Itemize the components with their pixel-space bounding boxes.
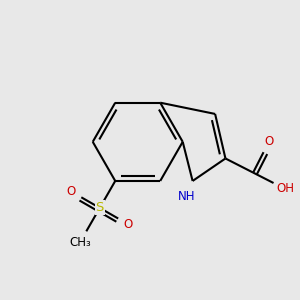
Text: O: O (67, 185, 76, 198)
Text: OH: OH (276, 182, 294, 196)
Text: NH: NH (178, 190, 196, 203)
Text: O: O (264, 136, 273, 148)
Text: CH₃: CH₃ (69, 236, 91, 249)
Text: S: S (96, 201, 104, 214)
Text: O: O (124, 218, 133, 231)
